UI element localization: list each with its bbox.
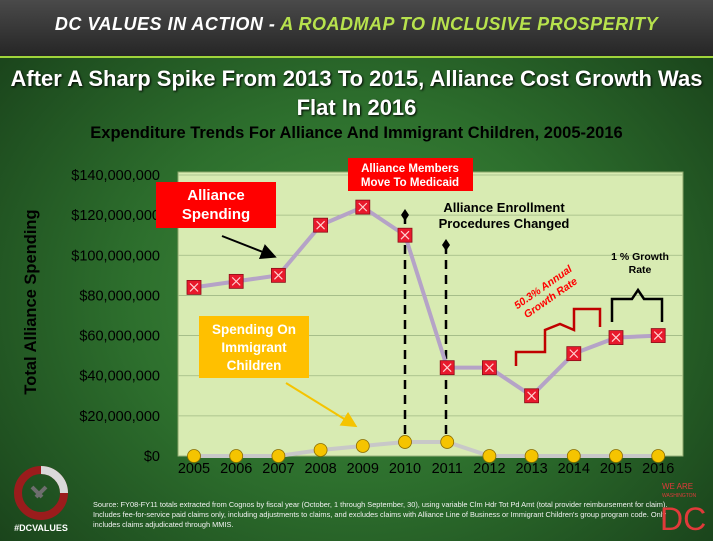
y-tick-label: $0 [144, 449, 160, 465]
y-tick-label: $40,000,000 [79, 369, 160, 385]
logo-mark [30, 485, 48, 499]
banner-suffix: A ROADMAP TO INCLUSIVE PROSPERITY [275, 14, 659, 34]
alliance-point [608, 330, 624, 345]
we-are-dc-logo: WE ARE WASHINGTON DC [660, 482, 706, 536]
immigrant-label-box [199, 316, 309, 378]
alliance-point [270, 267, 286, 283]
y-tick-label: $20,000,000 [79, 409, 160, 425]
y-tick-label: $140,000,000 [71, 168, 160, 184]
y-tick-label: $100,000,000 [71, 248, 160, 264]
alliance-marker-x [653, 331, 663, 340]
alliance-marker-x [189, 282, 199, 292]
logo-washington: WASHINGTON [662, 493, 697, 499]
x-tick-label: 2010 [389, 461, 421, 477]
alliance-label-box [156, 182, 276, 228]
alliance-marker-x [358, 202, 368, 212]
medicaid-box [348, 158, 473, 191]
immigrant-point [524, 449, 539, 463]
alliance-marker-x [316, 220, 326, 230]
alliance-label: Alliance Spending [182, 187, 250, 223]
x-tick-label: 2007 [262, 461, 294, 477]
alliance-marker-x [231, 276, 241, 286]
x-tick-label: 2006 [220, 461, 252, 477]
series-line-immigrant [194, 439, 659, 458]
immigrant-point [271, 449, 286, 463]
immigrant-point [651, 449, 666, 463]
source-note: Source: FY08-FY11 totals extracted from … [93, 500, 668, 529]
alliance-point [355, 199, 371, 215]
alliance-marker-x [527, 391, 537, 401]
alliance-point [186, 279, 202, 295]
logo-dc: DC [660, 501, 706, 536]
dashed-line-2010-cap [401, 209, 409, 221]
enrollment-label: Alliance Enrollment Procedures Changed [439, 200, 570, 231]
x-tick-label: 2005 [178, 461, 210, 477]
growth-bracket-black [610, 287, 664, 322]
growth-1-label: 1 % Growth Rate [611, 251, 669, 276]
immigrant-label: Spending On Immigrant Children [212, 322, 296, 373]
alliance-point [566, 346, 582, 362]
x-tick-label: 2014 [558, 461, 590, 477]
alliance-point [481, 360, 497, 376]
x-tick-label: 2012 [473, 461, 505, 477]
x-tick-label: 2016 [642, 461, 674, 477]
x-tick-label: 2009 [347, 461, 379, 477]
x-axis: 2005 2006 2007 2008 2009 2010 2011 2012 2013 2014… [178, 461, 674, 477]
page-title: After A Sharp Spike From 2013 To 2015, A… [10, 66, 703, 120]
y-tick-label: $120,000,000 [71, 208, 160, 224]
immigrant-point [482, 449, 497, 463]
logo-we-are: WE ARE [662, 482, 693, 491]
immigrant-point [229, 449, 244, 463]
x-tick-label: 2013 [515, 461, 547, 477]
alliance-point [439, 360, 455, 376]
alliance-marker-x [273, 270, 283, 280]
chart-title: Expenditure Trends For Alliance And Immi… [90, 124, 623, 142]
alliance-arrow [221, 235, 277, 260]
alliance-point [228, 273, 244, 289]
immigrant-point [609, 449, 623, 463]
growth-bracket-red [514, 307, 602, 366]
alliance-point [397, 227, 413, 243]
alliance-marker-x [484, 363, 494, 373]
alliance-marker-x [400, 230, 410, 240]
x-tick-label: 2011 [432, 461, 463, 477]
dcvalues-logo: #DCVALUES [14, 466, 68, 533]
banner-prefix: DC VALUES IN ACTION - [54, 14, 276, 34]
banner-title: DC VALUES IN ACTION - A ROADMAP TO INCLU… [0, 14, 713, 35]
alliance-marker-x [611, 333, 621, 343]
immigrant-point [398, 435, 412, 449]
immigrant-arrow [285, 382, 358, 428]
logo-arc [40, 466, 68, 494]
alliance-point [524, 388, 539, 404]
immigrant-point [187, 449, 201, 463]
immigrant-point [313, 443, 328, 457]
medicaid-label: Alliance Members Move To Medicaid [361, 163, 459, 189]
logo-left-text: #DCVALUES [14, 523, 68, 533]
alliance-point [313, 217, 329, 233]
dashed-line-2011-cap [442, 239, 450, 251]
y-axis: $0 $20,000,000 $40,000,000 $60,000,000 $80,0… [71, 168, 160, 465]
immigrant-point [440, 435, 455, 449]
y-tick-label: $60,000,000 [79, 329, 160, 345]
alliance-point [650, 328, 666, 343]
immigrant-point [355, 439, 370, 453]
y-tick-label: $80,000,000 [79, 288, 160, 304]
alliance-marker-x [569, 349, 579, 359]
alliance-marker-x [442, 363, 452, 373]
x-tick-label: 2008 [304, 461, 336, 477]
header-banner: DC VALUES IN ACTION - A ROADMAP TO INCLU… [0, 0, 713, 58]
x-tick-label: 2015 [600, 461, 632, 477]
immigrant-point [566, 449, 581, 463]
series-group [186, 199, 666, 463]
y-axis-label: Total Alliance Spending [22, 209, 40, 394]
